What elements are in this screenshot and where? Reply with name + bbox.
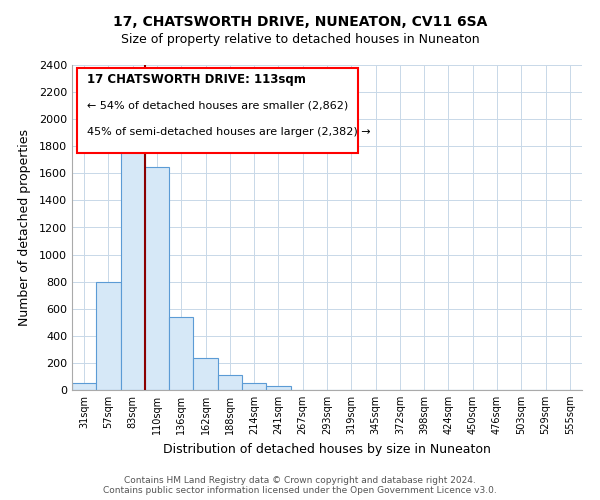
Text: 17 CHATSWORTH DRIVE: 113sqm: 17 CHATSWORTH DRIVE: 113sqm: [88, 73, 306, 86]
Bar: [193, 358, 218, 390]
X-axis label: Distribution of detached houses by size in Nuneaton: Distribution of detached houses by size …: [163, 442, 491, 456]
Bar: [96, 282, 121, 390]
Bar: [242, 383, 266, 390]
Bar: [72, 383, 96, 390]
Text: 45% of semi-detached houses are larger (2,382) →: 45% of semi-detached houses are larger (…: [88, 126, 371, 136]
Text: Size of property relative to detached houses in Nuneaton: Size of property relative to detached ho…: [121, 32, 479, 46]
Bar: [121, 136, 145, 390]
FancyBboxPatch shape: [77, 68, 358, 153]
Bar: [266, 386, 290, 390]
Bar: [145, 166, 169, 390]
Text: 17, CHATSWORTH DRIVE, NUNEATON, CV11 6SA: 17, CHATSWORTH DRIVE, NUNEATON, CV11 6SA: [113, 15, 487, 29]
Text: Contains HM Land Registry data © Crown copyright and database right 2024.: Contains HM Land Registry data © Crown c…: [124, 476, 476, 485]
Bar: [218, 375, 242, 390]
Text: ← 54% of detached houses are smaller (2,862): ← 54% of detached houses are smaller (2,…: [88, 101, 349, 111]
Y-axis label: Number of detached properties: Number of detached properties: [17, 129, 31, 326]
Text: Contains public sector information licensed under the Open Government Licence v3: Contains public sector information licen…: [103, 486, 497, 495]
Bar: [169, 317, 193, 390]
